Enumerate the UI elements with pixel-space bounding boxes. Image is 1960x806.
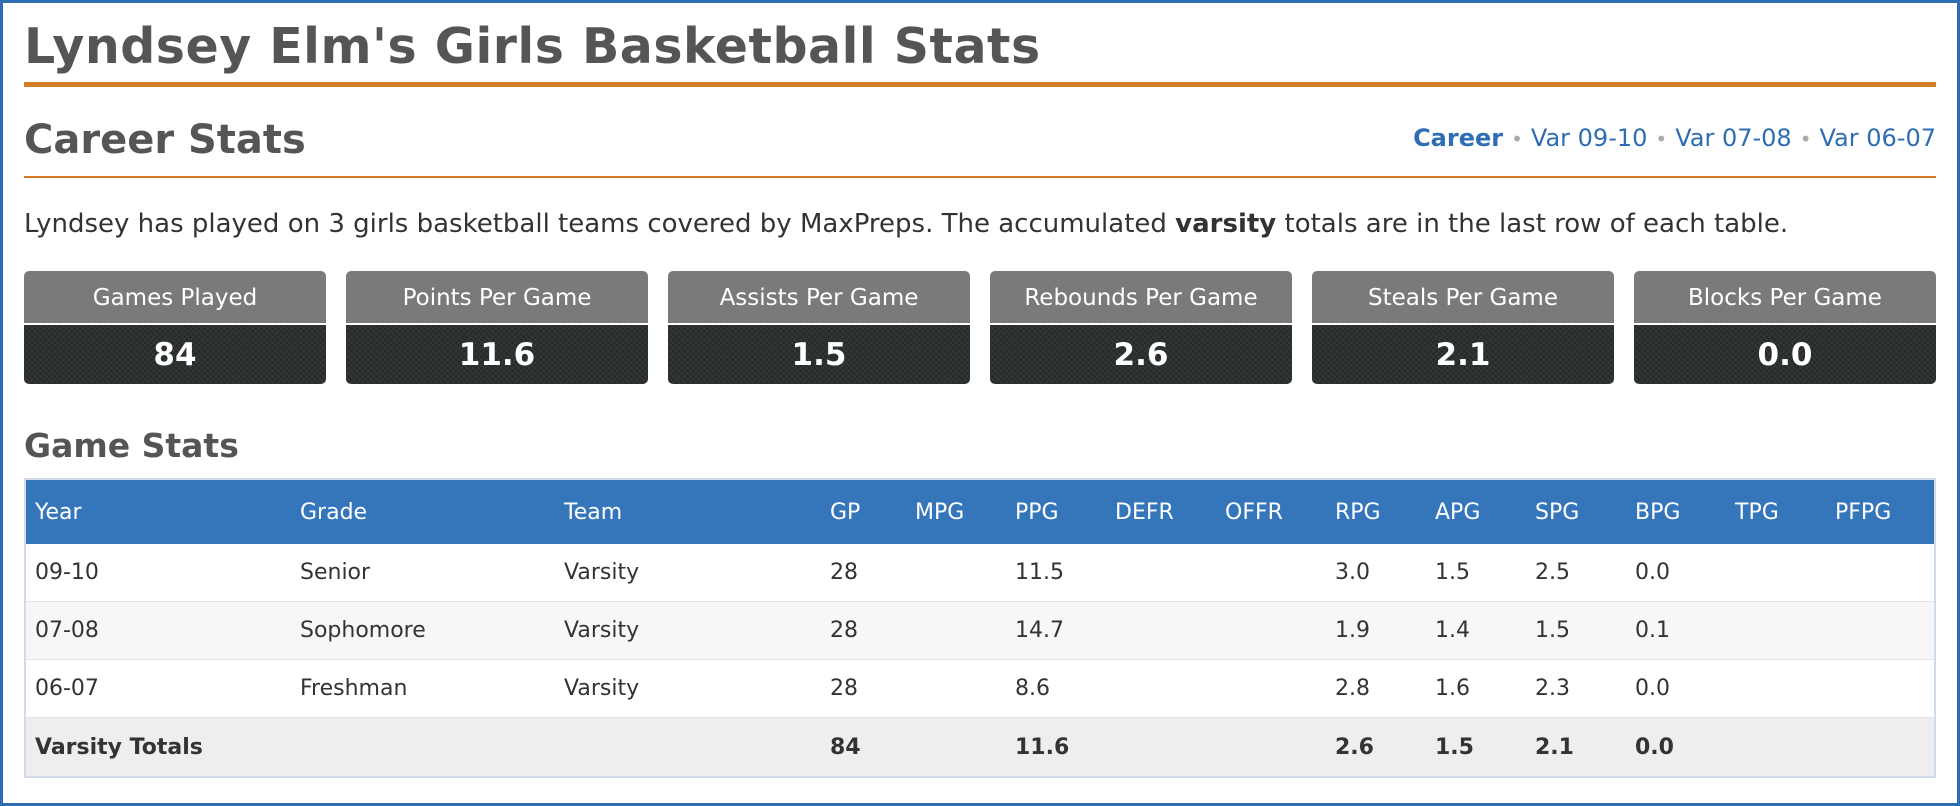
column-header-team[interactable]: Team — [564, 499, 623, 525]
game-stats-title: Game Stats — [24, 426, 239, 465]
season-link-var-07-08[interactable]: Var 07-08 — [1675, 124, 1792, 152]
cell-rpg: 3.0 — [1335, 560, 1370, 585]
cell-team: Varsity — [564, 618, 640, 643]
stat-box-divider — [668, 323, 970, 325]
page-title: Lyndsey Elm's Girls Basketball Stats — [24, 18, 1041, 75]
stat-box-value: 0.0 — [1634, 325, 1936, 384]
season-link-var-09-10[interactable]: Var 09-10 — [1530, 124, 1648, 152]
cell-gp: 28 — [830, 676, 858, 701]
table-row: 06-07 Freshman Varsity 28 8.6 2.8 1.6 2.… — [26, 660, 1934, 718]
cell-apg: 1.5 — [1435, 734, 1474, 760]
column-header-grade[interactable]: Grade — [300, 499, 368, 525]
table-totals-row: Varsity Totals 84 11.6 2.6 1.5 2.1 0.0 — [26, 718, 1934, 776]
column-header-gp[interactable]: GP — [830, 499, 861, 525]
table-header-row: Year Grade Team GP MPG PPG DEFR OFFR RPG… — [26, 480, 1934, 544]
season-link-career[interactable]: Career — [1413, 124, 1504, 152]
cell-ppg: 14.7 — [1015, 618, 1064, 643]
cell-apg: 1.5 — [1435, 560, 1470, 585]
column-header-year[interactable]: Year — [35, 499, 82, 525]
cell-year: 06-07 — [35, 676, 99, 701]
stat-box-assists-per-game: Assists Per Game 1.5 — [668, 271, 970, 384]
stat-box-games-played: Games Played 84 — [24, 271, 326, 384]
season-link-var-06-07[interactable]: Var 06-07 — [1819, 124, 1937, 152]
stat-box-divider — [346, 323, 648, 325]
intro-text: Lyndsey has played on 3 girls basketball… — [24, 209, 1788, 239]
cell-rpg: 1.9 — [1335, 618, 1370, 643]
cell-spg: 2.5 — [1535, 560, 1570, 585]
cell-ppg: 8.6 — [1015, 676, 1050, 701]
nav-separator: • — [1511, 127, 1523, 151]
stat-box-divider — [990, 323, 1292, 325]
game-stats-table: Year Grade Team GP MPG PPG DEFR OFFR RPG… — [24, 478, 1936, 778]
intro-text-end: totals are in the last row of each table… — [1276, 209, 1789, 239]
column-header-tpg[interactable]: TPG — [1735, 499, 1779, 525]
stat-box-value: 84 — [24, 325, 326, 384]
table-row: 07-08 Sophomore Varsity 28 14.7 1.9 1.4 … — [26, 602, 1934, 660]
intro-text-start: Lyndsey has played on 3 girls basketball… — [24, 209, 1176, 239]
summary-stat-boxes: Games Played 84 Points Per Game 11.6 Ass… — [24, 271, 1936, 384]
cell-bpg: 0.0 — [1635, 734, 1674, 760]
stat-box-divider — [1312, 323, 1614, 325]
stat-box-points-per-game: Points Per Game 11.6 — [346, 271, 648, 384]
stat-box-divider — [1634, 323, 1936, 325]
cell-spg: 2.3 — [1535, 676, 1570, 701]
stat-box-value: 2.6 — [990, 325, 1292, 384]
stat-box-label: Assists Per Game — [668, 271, 970, 323]
column-header-pfpg[interactable]: PFPG — [1835, 499, 1892, 525]
cell-year: 07-08 — [35, 618, 99, 643]
cell-grade: Sophomore — [300, 618, 426, 643]
nav-separator: • — [1655, 127, 1668, 151]
stat-box-rebounds-per-game: Rebounds Per Game 2.6 — [990, 271, 1292, 384]
season-nav: Career • Var 09-10 • Var 07-08 • Var 06-07 — [1413, 124, 1936, 152]
column-header-bpg[interactable]: BPG — [1635, 499, 1681, 525]
cell-ppg: 11.5 — [1015, 560, 1064, 585]
column-header-spg[interactable]: SPG — [1535, 499, 1580, 525]
cell-gp: 28 — [830, 560, 858, 585]
cell-ppg: 11.6 — [1015, 734, 1070, 760]
stat-box-label: Points Per Game — [346, 271, 648, 323]
stat-box-label: Games Played — [24, 271, 326, 323]
cell-grade: Senior — [300, 560, 371, 585]
cell-spg: 2.1 — [1535, 734, 1574, 760]
intro-text-bold: varsity — [1175, 209, 1277, 239]
stat-box-label: Blocks Per Game — [1634, 271, 1936, 323]
cell-apg: 1.4 — [1435, 618, 1470, 643]
cell-rpg: 2.8 — [1335, 676, 1370, 701]
cell-apg: 1.6 — [1435, 676, 1470, 701]
stat-box-blocks-per-game: Blocks Per Game 0.0 — [1634, 271, 1936, 384]
column-header-defr[interactable]: DEFR — [1115, 499, 1174, 525]
stat-box-value: 1.5 — [668, 325, 970, 384]
cell-team: Varsity — [564, 560, 640, 585]
column-header-mpg[interactable]: MPG — [915, 499, 965, 525]
cell-spg: 1.5 — [1535, 618, 1570, 643]
cell-team: Varsity — [564, 676, 640, 701]
cell-bpg: 0.1 — [1635, 618, 1670, 643]
column-header-apg[interactable]: APG — [1435, 499, 1481, 525]
column-header-offr[interactable]: OFFR — [1225, 499, 1283, 525]
cell-year: 09-10 — [35, 560, 99, 585]
table-row: 09-10 Senior Varsity 28 11.5 3.0 1.5 2.5… — [26, 544, 1934, 602]
stat-box-label: Rebounds Per Game — [990, 271, 1292, 323]
cell-grade: Freshman — [300, 676, 408, 701]
stat-box-label: Steals Per Game — [1312, 271, 1614, 323]
stat-box-value: 2.1 — [1312, 325, 1614, 384]
nav-separator: • — [1799, 127, 1812, 151]
stat-box-value: 11.6 — [346, 325, 648, 384]
section-divider — [24, 176, 1936, 178]
cell-totals-label: Varsity Totals — [35, 734, 203, 760]
cell-bpg: 0.0 — [1635, 560, 1670, 585]
column-header-ppg[interactable]: PPG — [1015, 499, 1059, 525]
stat-box-divider — [24, 323, 326, 325]
cell-gp: 84 — [830, 734, 861, 760]
title-divider — [24, 82, 1936, 87]
column-header-rpg[interactable]: RPG — [1335, 499, 1381, 525]
cell-rpg: 2.6 — [1335, 734, 1374, 760]
cell-gp: 28 — [830, 618, 858, 643]
section-title: Career Stats — [24, 117, 306, 163]
cell-bpg: 0.0 — [1635, 676, 1670, 701]
stat-box-steals-per-game: Steals Per Game 2.1 — [1312, 271, 1614, 384]
